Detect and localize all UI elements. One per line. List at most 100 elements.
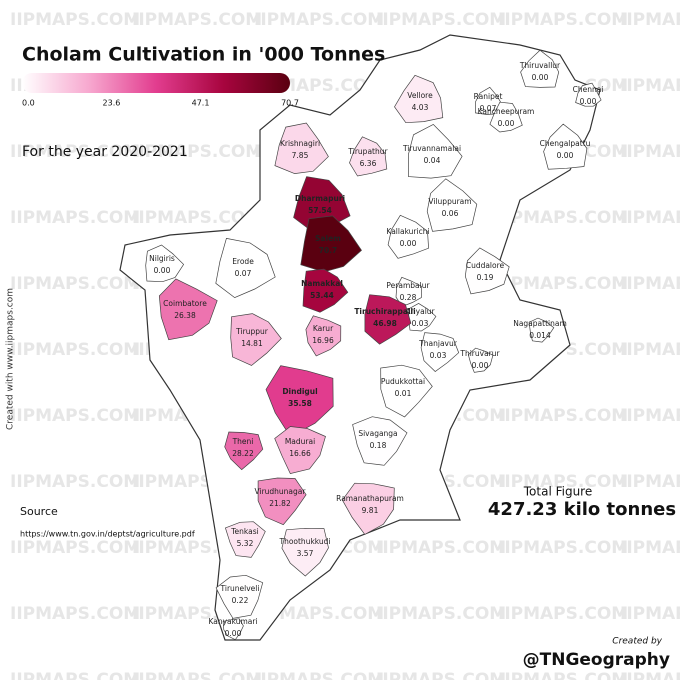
district-name: Erode bbox=[232, 257, 254, 266]
district-name: Tirupathur bbox=[347, 147, 388, 156]
district bbox=[464, 247, 510, 295]
district bbox=[305, 315, 342, 357]
district-value: 28.22 bbox=[232, 449, 254, 458]
district-name: Chennai bbox=[573, 85, 604, 94]
watermark: IIPMAPS.COM bbox=[620, 208, 680, 228]
watermark: IIPMAPS.COM bbox=[132, 208, 262, 228]
watermark: IIPMAPS.COM bbox=[10, 472, 140, 492]
district-name: Dharmapuri bbox=[295, 194, 345, 203]
district bbox=[380, 364, 433, 418]
watermark: IIPMAPS.COM bbox=[498, 208, 628, 228]
district bbox=[257, 477, 307, 526]
district-name: Coimbatore bbox=[163, 299, 207, 308]
district-name: Pudukkottai bbox=[381, 377, 425, 386]
district-value: 0.07 bbox=[480, 104, 497, 113]
district-value: 0.00 bbox=[557, 151, 574, 160]
district bbox=[387, 214, 429, 259]
district bbox=[158, 278, 218, 341]
district bbox=[543, 123, 588, 170]
source-url: https://www.tn.gov.in/deptst/agriculture… bbox=[20, 530, 195, 539]
watermark: IIPMAPS.COM bbox=[254, 10, 384, 30]
side-credit: Created with www.iipmaps.com bbox=[6, 288, 16, 430]
state-outline bbox=[119, 34, 601, 641]
district-name: Vellore bbox=[407, 91, 433, 100]
district-name: Kallakurichi bbox=[386, 227, 429, 236]
watermark: IIPMAPS.COM bbox=[498, 538, 628, 558]
watermark: IIPMAPS.COM bbox=[10, 406, 140, 426]
watermark: IIPMAPS.COM bbox=[132, 10, 262, 30]
watermark: IIPMAPS.COM bbox=[620, 10, 680, 30]
watermark: IIPMAPS.COM bbox=[10, 604, 140, 624]
district bbox=[274, 122, 329, 174]
district-name: Madurai bbox=[285, 437, 315, 446]
watermark: IIPMAPS.COM bbox=[620, 670, 680, 680]
district-name: Sivaganga bbox=[358, 429, 397, 438]
district bbox=[224, 431, 264, 471]
district-name: Viluppuram bbox=[428, 197, 471, 206]
district-value: 7.85 bbox=[292, 151, 309, 160]
district bbox=[364, 294, 412, 345]
district-value: 0.06 bbox=[442, 209, 459, 218]
district-name: Chengalpattu bbox=[540, 139, 591, 148]
district-name: Tenkasi bbox=[230, 527, 258, 536]
watermark: IIPMAPS.COM bbox=[10, 274, 140, 294]
district bbox=[281, 527, 329, 577]
district-name: Theni bbox=[232, 437, 254, 446]
district-value: 0.00 bbox=[532, 73, 549, 82]
subtitle: For the year 2020-2021 bbox=[22, 144, 188, 160]
total-label: Total Figure bbox=[523, 485, 592, 499]
watermark: IIPMAPS.COM bbox=[10, 208, 140, 228]
watermark: IIPMAPS.COM bbox=[620, 604, 680, 624]
district bbox=[520, 49, 560, 88]
credit-label: Created by bbox=[612, 637, 662, 647]
district-value: 0.00 bbox=[154, 266, 171, 275]
district bbox=[145, 244, 185, 283]
legend-tick-label: 47.1 bbox=[192, 99, 210, 108]
district bbox=[215, 574, 264, 619]
watermark: IIPMAPS.COM bbox=[254, 604, 384, 624]
district-name: Virudhunagar bbox=[255, 487, 307, 496]
district bbox=[352, 416, 408, 466]
watermark: IIPMAPS.COM bbox=[620, 340, 680, 360]
district-value: 46.98 bbox=[373, 319, 397, 328]
district-name: Thanjavur bbox=[418, 339, 458, 348]
credit-handle: @TNGeography bbox=[523, 650, 670, 670]
district bbox=[489, 101, 523, 133]
watermark: IIPMAPS.COM bbox=[254, 670, 384, 680]
district-name: Ariyalur bbox=[405, 307, 435, 316]
district-name: Perambalur bbox=[386, 281, 430, 290]
district-name: Namakkal bbox=[301, 279, 343, 288]
watermark: IIPMAPS.COM bbox=[620, 142, 680, 162]
watermark: IIPMAPS.COM bbox=[132, 670, 262, 680]
watermark: IIPMAPS.COM bbox=[498, 472, 628, 492]
district bbox=[230, 313, 282, 366]
district-value: 0.00 bbox=[472, 361, 489, 370]
district bbox=[222, 618, 244, 641]
district-name: Ramanathapuram bbox=[336, 494, 404, 503]
district bbox=[426, 178, 478, 232]
district-name: Karur bbox=[313, 324, 334, 333]
district-name: Cuddalore bbox=[466, 261, 505, 270]
watermark: IIPMAPS.COM bbox=[620, 274, 680, 294]
district bbox=[300, 215, 362, 273]
watermark: IIPMAPS.COM bbox=[498, 604, 628, 624]
district-name: Thiruvarur bbox=[459, 349, 500, 358]
district-value: 6.36 bbox=[360, 159, 377, 168]
legend-bar bbox=[22, 73, 290, 93]
district-value: 57.54 bbox=[308, 206, 332, 215]
district-value: 14.81 bbox=[241, 339, 263, 348]
district-name: Kanyakumari bbox=[208, 617, 257, 626]
district bbox=[575, 82, 602, 107]
district-value: 5.32 bbox=[237, 539, 254, 548]
district bbox=[302, 268, 349, 313]
district-value: 0.22 bbox=[232, 596, 249, 605]
district bbox=[215, 237, 276, 299]
district bbox=[408, 123, 463, 179]
district bbox=[528, 317, 555, 343]
watermark: IIPMAPS.COM bbox=[10, 670, 140, 680]
watermark: IIPMAPS.COM bbox=[10, 538, 140, 558]
district-value: 0.00 bbox=[580, 97, 597, 106]
district bbox=[274, 426, 326, 475]
district-value: 0.28 bbox=[400, 293, 417, 302]
